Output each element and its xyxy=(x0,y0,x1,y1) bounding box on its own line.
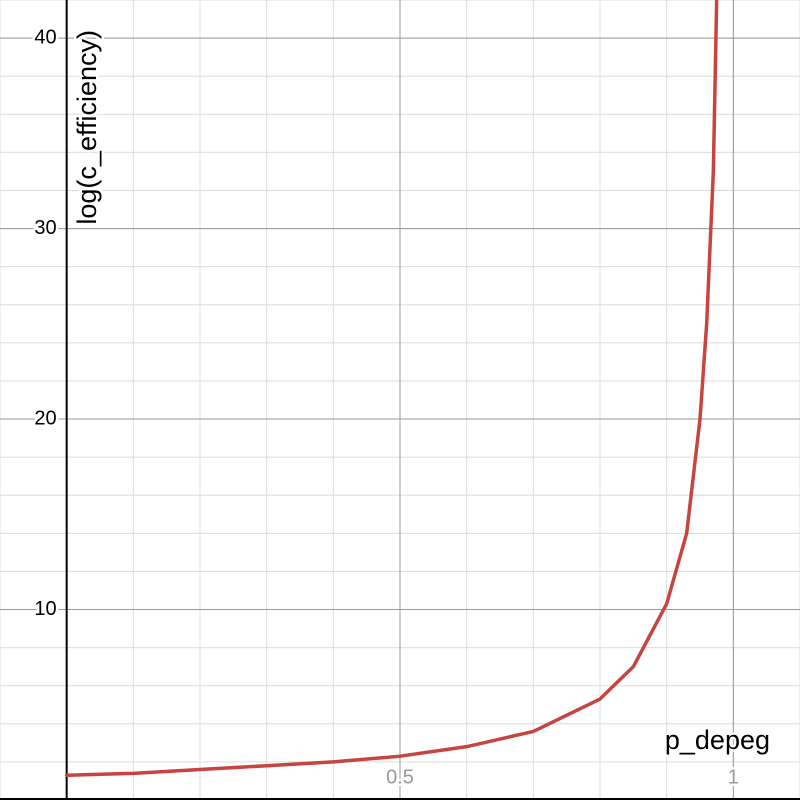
y-tick-label: 40 xyxy=(34,26,56,48)
y-tick-label: 30 xyxy=(34,217,56,239)
curve xyxy=(64,0,719,777)
labels: 0.5 1 10 20 30 40 p_depeg log(c_efficiency) xyxy=(32,24,773,791)
x-tick-label: 1 xyxy=(728,766,739,788)
plot-area xyxy=(64,0,719,777)
x-tick-label: 0.5 xyxy=(386,766,414,788)
x-axis-label: p_depeg xyxy=(665,725,770,755)
y-tick-label: 10 xyxy=(34,598,56,620)
y-axis-label: log(c_efficiency) xyxy=(72,30,102,225)
y-tick-label: 20 xyxy=(34,407,56,429)
